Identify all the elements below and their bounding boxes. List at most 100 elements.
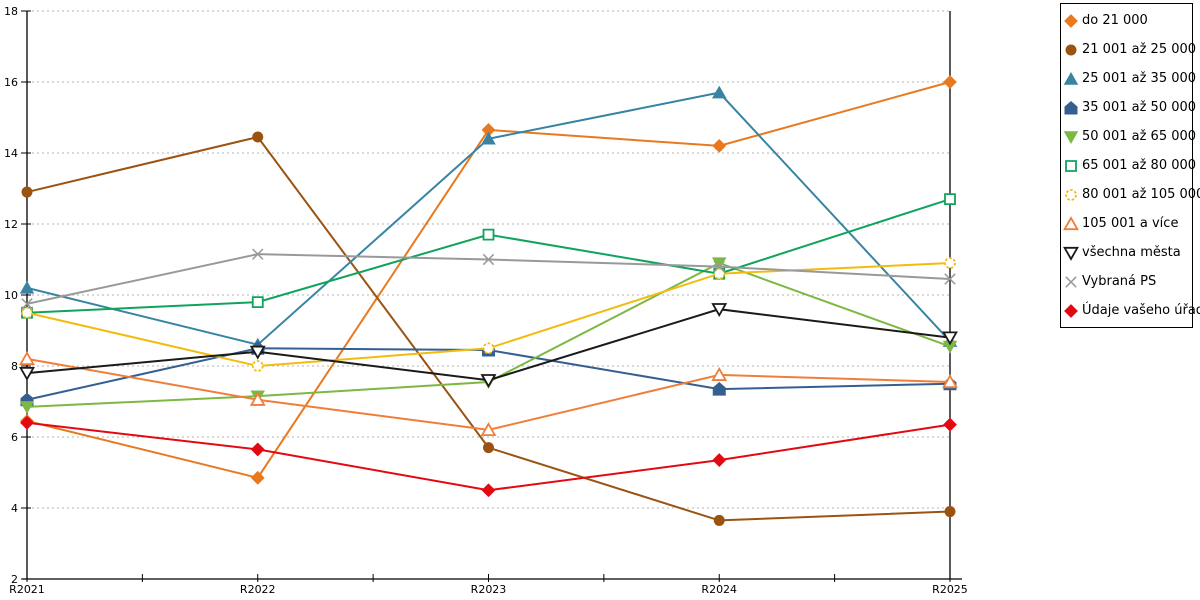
legend: do 21 000 21 001 až 25 000 25 001 až 35 00… — [1060, 3, 1200, 328]
legend-label: 105 001 a více — [1082, 216, 1179, 231]
triangle-up-marker-icon — [19, 280, 35, 294]
circle-marker-icon — [252, 131, 264, 143]
x-tick-label: R2021 — [9, 583, 45, 596]
legend-item: 80 001 až 105 000 — [1063, 180, 1200, 209]
square-marker-icon — [482, 228, 495, 241]
triangle-up-marker-icon — [480, 422, 497, 436]
gridlines — [27, 10, 950, 509]
legend-item: 25 001 až 35 000 — [1063, 64, 1196, 93]
triangle-down-marker-icon — [19, 401, 35, 414]
legend-label: 25 001 až 35 000 — [1082, 71, 1197, 86]
diamond-marker-icon — [943, 417, 957, 432]
diamond-marker-icon — [712, 138, 727, 153]
diamond-marker-icon — [481, 483, 496, 498]
legend-item: 21 001 až 25 000 — [1063, 35, 1196, 64]
legend-label: Vybraná PS — [1082, 274, 1157, 289]
legend-label: 65 001 až 80 000 — [1082, 158, 1197, 173]
x-tick-label: R2024 — [701, 583, 737, 596]
x-marker-icon — [944, 273, 956, 285]
triangle-up-marker-icon — [481, 131, 496, 145]
circle-marker-icon — [21, 306, 33, 319]
legend-x-icon — [1063, 274, 1079, 290]
legend-item: do 21 000 — [1063, 6, 1192, 35]
x-marker-icon — [713, 260, 725, 273]
y-tick-label: 8 — [11, 360, 18, 373]
triangle-up-marker-icon — [249, 391, 266, 406]
x-tick-label: R2025 — [932, 583, 968, 596]
legend-label: všechna města — [1082, 245, 1181, 260]
legend-item: 50 001 až 65 000 — [1063, 122, 1196, 151]
legend-label: 80 001 až 105 000 — [1082, 187, 1200, 202]
series-10 — [20, 415, 957, 498]
triangle-down-marker-icon — [480, 374, 497, 389]
legend-item: všechna města — [1063, 238, 1192, 267]
x-marker-icon — [21, 298, 33, 310]
legend-triangle-down-icon — [1063, 245, 1079, 261]
legend-pentagon-icon — [1063, 100, 1079, 116]
legend-label: 50 001 až 65 000 — [1082, 129, 1197, 144]
legend-label: Údaje vašeho úřadu — [1082, 303, 1200, 318]
series-9 — [21, 248, 956, 310]
y-axis: 2 4 6 8 10 12 14 16 18 — [4, 5, 31, 586]
y-tick-label: 18 — [4, 5, 18, 18]
legend-diamond-icon — [1063, 303, 1079, 319]
diamond-marker-icon — [712, 453, 727, 467]
legend-circle-icon — [1063, 187, 1079, 203]
series-0 — [20, 75, 957, 485]
y-tick-label: 10 — [4, 289, 18, 302]
circle-marker-icon — [944, 257, 956, 269]
legend-item: 65 001 až 80 000 — [1063, 151, 1196, 180]
triangle-up-marker-icon — [711, 85, 727, 99]
x-tick-label: R2022 — [240, 583, 276, 596]
legend-label: do 21 000 — [1082, 13, 1148, 28]
legend-item: Vybraná PS — [1063, 267, 1192, 296]
circle-marker-icon — [483, 442, 494, 454]
circle-marker-icon — [21, 186, 33, 198]
legend-triangle-down-icon — [1063, 129, 1079, 145]
triangle-up-marker-icon — [19, 351, 35, 365]
legend-item: 105 001 a více — [1063, 209, 1192, 238]
series-7 — [19, 351, 958, 436]
legend-triangle-up-icon — [1063, 71, 1079, 87]
series-line — [26, 135, 951, 522]
series-8 — [19, 303, 958, 389]
circle-marker-icon — [944, 506, 956, 518]
triangle-down-marker-icon — [711, 303, 728, 318]
y-tick-label: 14 — [4, 147, 18, 160]
x-marker-icon — [252, 248, 264, 260]
triangle-down-marker-icon — [249, 345, 266, 360]
legend-circle-icon — [1063, 42, 1079, 58]
series-5 — [21, 193, 956, 319]
y-tick-label: 2 — [11, 573, 18, 586]
legend-label: 21 001 až 25 000 — [1082, 42, 1197, 57]
legend-item: Údaje vašeho úřadu — [1063, 296, 1200, 325]
triangle-down-marker-icon — [19, 367, 35, 381]
diamond-marker-icon — [250, 470, 265, 485]
x-tick-label: R2023 — [471, 583, 507, 596]
triangle-down-marker-icon — [942, 331, 958, 346]
triangle-up-marker-icon — [711, 367, 728, 381]
legend-item: 35 001 až 50 000 — [1063, 93, 1196, 122]
y-tick-label: 12 — [4, 218, 18, 231]
square-marker-icon — [944, 193, 956, 206]
legend-triangle-up-icon — [1063, 215, 1079, 232]
circle-marker-icon — [713, 514, 725, 526]
square-marker-icon — [251, 296, 264, 309]
series-1 — [21, 131, 956, 526]
y-tick-label: 16 — [4, 76, 18, 89]
legend-square-icon — [1063, 158, 1079, 174]
legend-label: 35 001 až 50 000 — [1082, 100, 1197, 115]
x-marker-icon — [482, 253, 495, 266]
diamond-marker-icon — [250, 442, 265, 457]
x-axis: R2021 R2022 R2023 R2024 R2025 — [9, 574, 968, 596]
circle-marker-icon — [251, 360, 264, 372]
series-4 — [19, 257, 958, 414]
pentagon-marker-icon — [712, 382, 726, 396]
y-tick-label: 6 — [11, 431, 18, 444]
y-tick-label: 4 — [11, 502, 18, 515]
triangle-up-marker-icon — [942, 374, 958, 389]
diamond-marker-icon — [20, 415, 34, 430]
legend-diamond-icon — [1063, 13, 1079, 29]
